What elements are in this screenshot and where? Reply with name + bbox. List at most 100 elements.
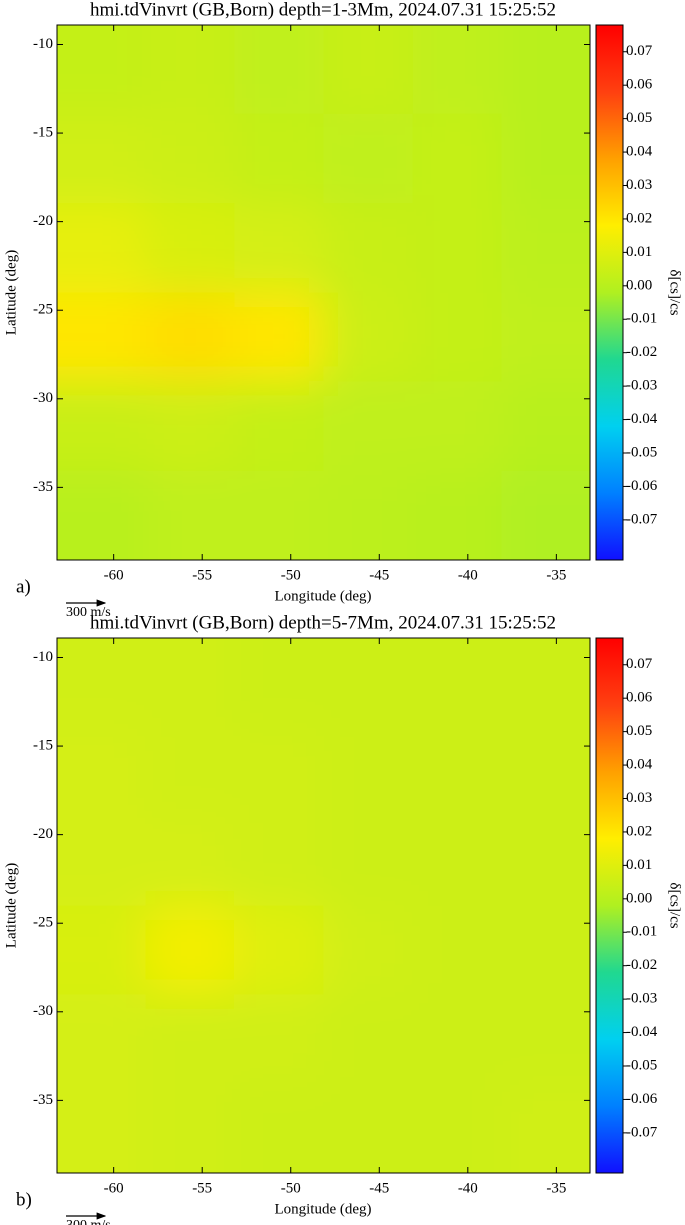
heat-cell [501,816,590,906]
heat-cell [57,25,146,114]
heat-cell [57,470,146,560]
y-tick-label: -30 [33,390,53,406]
heat-cell [323,816,413,906]
colorbar-tick-label: -0.03 [626,378,657,394]
heat-cell [501,905,590,995]
plot-frame [56,24,591,561]
heatmap-cells [57,638,590,1173]
heat-cell [412,203,502,293]
x-tick-label: -60 [104,1180,124,1196]
colorbar-tick-label: 0.06 [626,690,653,706]
colorbar-tick-label: 0.01 [626,244,652,260]
heat-cell [57,381,146,471]
plot-frame [56,637,591,1174]
heat-cell [234,1083,324,1173]
colorbar-tick-label: 0.01 [626,857,652,873]
y-tick-label: -25 [33,302,53,318]
colorbar-tick-label: 0.00 [626,890,652,906]
heat-cell [234,994,324,1084]
heat-cell [145,470,235,560]
colorbar-tick-label: -0.04 [626,1024,658,1040]
heat-cell [145,1083,235,1173]
heat-cell [234,816,324,906]
x-tick-label: -60 [104,567,124,583]
heat-cell [323,1083,413,1173]
heat-cell [412,638,502,727]
heat-cell [57,1083,146,1173]
scale-label: 300 m/s [66,605,111,620]
heat-cell [57,994,146,1084]
heat-cell [323,292,413,382]
heat-cell [501,292,590,382]
colorbar-tick-label: 0.02 [626,210,652,226]
heat-cell [412,905,502,995]
x-tick-label: -40 [458,1180,478,1196]
heat-cell [234,292,324,382]
heat-cell [145,726,235,817]
heat-cell [145,905,235,995]
colorbar-tick-label: -0.02 [626,344,657,360]
x-tick-label: -50 [281,1180,301,1196]
y-tick-label: -30 [33,1003,53,1019]
colorbar-tick-label: -0.07 [626,511,658,527]
heat-cell [234,638,324,727]
colorbar-tick-label: 0.03 [626,177,652,193]
heat-cell [234,470,324,560]
y-tick-label: -20 [33,826,53,842]
heat-cell [234,25,324,114]
colorbar-tick-label: -0.04 [626,411,658,427]
y-tick-label: -10 [33,36,53,52]
colorbar-tick-label: 0.02 [626,823,652,839]
y-axis-label: Latitude (deg) [3,250,19,335]
heat-cell [57,638,146,727]
heat-cell [501,1083,590,1173]
heat-cell [57,726,146,817]
colorbar-tick-label: 0.04 [626,757,653,773]
heat-cell [57,905,146,995]
heat-cell [501,381,590,471]
colorbar-tick-label: 0.03 [626,790,652,806]
colorbar-tick-label: -0.06 [626,478,658,494]
heat-cell [323,113,413,204]
x-tick-label: -45 [369,1180,389,1196]
panel-label: b) [16,1189,32,1210]
heat-cell [501,638,590,727]
heat-cell [145,292,235,382]
heat-cell [57,816,146,906]
heat-cell [145,113,235,204]
heat-cell [323,905,413,995]
x-tick-label: -50 [281,567,301,583]
x-tick-label: -35 [546,567,566,583]
heat-cell [234,113,324,204]
colorbar-tick-label: -0.07 [626,1124,658,1140]
y-tick-label: -20 [33,213,53,229]
x-axis-label: Longitude (deg) [274,588,371,604]
panel: hmi.tdVinvrt (GB,Born) depth=5-7Mm, 2024… [3,612,683,1225]
heat-cell [412,726,502,817]
heat-cell [145,203,235,293]
heat-cell [323,994,413,1084]
heat-cell [57,203,146,293]
colorbar-tick-label: -0.03 [626,991,657,1007]
chart-title: hmi.tdVinvrt (GB,Born) depth=1-3Mm, 2024… [90,0,556,20]
colorbar-tick-label: -0.01 [626,311,657,327]
x-tick-label: -55 [192,1180,212,1196]
scale-label: 300 m/s [66,1218,111,1225]
colorbar-tick-label: -0.02 [626,957,657,973]
x-tick-label: -45 [369,567,389,583]
x-tick-label: -35 [546,1180,566,1196]
heat-cell [501,203,590,293]
heat-cell [145,994,235,1084]
colorbar-tick-label: -0.01 [626,924,657,940]
heatmap [57,638,590,1173]
colorbar-tick-label: 0.05 [626,110,652,126]
heat-cell [323,381,413,471]
heat-cell [57,113,146,204]
heatmap [57,25,590,560]
heat-cell [412,816,502,906]
colorbar-tick-label: -0.05 [626,444,657,460]
colorbar-tick-label: 0.07 [626,43,653,59]
heat-cell [323,25,413,114]
heat-cell [501,994,590,1084]
colorbar-label: δ[cs]/cs [667,882,683,928]
